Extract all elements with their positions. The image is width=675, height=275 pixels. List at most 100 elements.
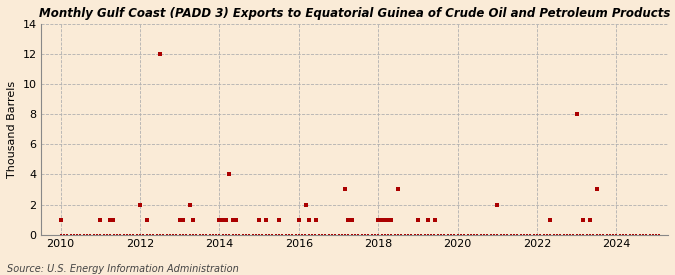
Point [396, 232, 407, 237]
Point [565, 232, 576, 237]
Point [429, 232, 440, 237]
Point [585, 232, 595, 237]
Point [492, 232, 503, 237]
Y-axis label: Thousand Barrels: Thousand Barrels [7, 81, 17, 178]
Point [624, 232, 635, 237]
Point [601, 232, 612, 237]
Point [264, 232, 275, 237]
Point [402, 232, 413, 237]
Point [416, 232, 427, 237]
Point [367, 232, 377, 237]
Point [435, 232, 446, 237]
Point [492, 202, 503, 207]
Point [194, 232, 205, 237]
Point [188, 217, 198, 222]
Point [300, 202, 311, 207]
Point [386, 217, 397, 222]
Point [637, 232, 648, 237]
Point [267, 232, 278, 237]
Point [111, 232, 122, 237]
Point [82, 232, 92, 237]
Point [574, 232, 585, 237]
Point [376, 232, 387, 237]
Point [287, 232, 298, 237]
Point [294, 232, 304, 237]
Point [518, 232, 529, 237]
Point [59, 232, 70, 237]
Point [148, 232, 159, 237]
Point [400, 232, 410, 237]
Point [433, 232, 443, 237]
Point [383, 232, 394, 237]
Point [237, 232, 248, 237]
Point [512, 232, 522, 237]
Point [475, 232, 486, 237]
Point [300, 232, 311, 237]
Point [499, 232, 510, 237]
Point [178, 217, 188, 222]
Point [479, 232, 489, 237]
Point [360, 232, 371, 237]
Point [280, 232, 291, 237]
Point [654, 232, 665, 237]
Point [105, 217, 115, 222]
Point [538, 232, 549, 237]
Point [545, 217, 556, 222]
Point [261, 217, 271, 222]
Point [240, 232, 251, 237]
Point [273, 232, 284, 237]
Point [277, 232, 288, 237]
Point [456, 232, 466, 237]
Point [631, 232, 642, 237]
Point [273, 217, 284, 222]
Point [585, 217, 595, 222]
Point [178, 232, 188, 237]
Point [158, 232, 169, 237]
Point [604, 232, 615, 237]
Point [68, 232, 79, 237]
Point [174, 217, 185, 222]
Point [320, 232, 331, 237]
Point [217, 232, 228, 237]
Point [155, 232, 165, 237]
Point [598, 232, 609, 237]
Point [132, 232, 142, 237]
Point [379, 232, 390, 237]
Point [231, 217, 242, 222]
Point [333, 232, 344, 237]
Point [641, 232, 651, 237]
Point [227, 217, 238, 222]
Point [532, 232, 543, 237]
Point [151, 232, 162, 237]
Point [459, 232, 470, 237]
Point [466, 232, 477, 237]
Point [165, 232, 176, 237]
Point [244, 232, 254, 237]
Point [261, 232, 271, 237]
Point [340, 187, 351, 192]
Point [55, 232, 66, 237]
Point [412, 217, 423, 222]
Point [558, 232, 569, 237]
Point [247, 232, 258, 237]
Point [423, 232, 433, 237]
Point [95, 232, 106, 237]
Point [502, 232, 513, 237]
Point [167, 232, 178, 237]
Point [88, 232, 99, 237]
Point [489, 232, 500, 237]
Point [336, 232, 347, 237]
Point [95, 217, 106, 222]
Point [386, 232, 397, 237]
Point [191, 232, 202, 237]
Point [92, 232, 103, 237]
Point [383, 217, 394, 222]
Point [323, 232, 334, 237]
Point [234, 232, 245, 237]
Point [128, 232, 139, 237]
Point [340, 232, 350, 237]
Point [406, 232, 416, 237]
Point [356, 232, 367, 237]
Point [379, 217, 390, 222]
Point [227, 232, 238, 237]
